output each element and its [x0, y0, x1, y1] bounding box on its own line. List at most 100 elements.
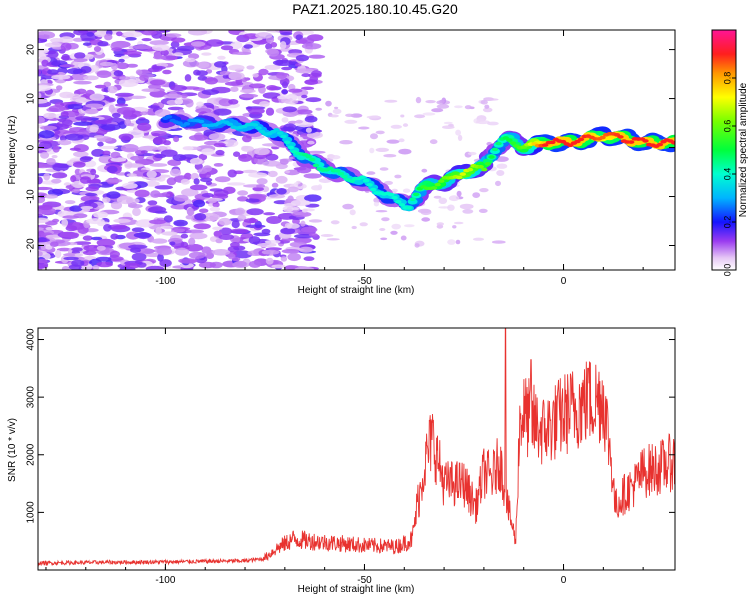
heatmap-noise-blob [156, 146, 168, 151]
heatmap-noise-blob [187, 30, 208, 36]
heatmap-noise-blob [447, 204, 455, 211]
heatmap-noise-blob [266, 85, 278, 91]
heatmap-ridge-blob [327, 166, 334, 170]
heatmap-noise-blob [133, 232, 152, 238]
heatmap-noise-blob [402, 123, 409, 127]
heatmap-noise-blob [472, 237, 485, 241]
heatmap-noise-blob [213, 163, 224, 167]
heatmap-ridge-blob [366, 183, 373, 187]
heatmap-noise-blob [390, 230, 398, 235]
heatmap-noise-blob [267, 48, 280, 57]
heatmap-ridge-blob [481, 167, 488, 172]
heatmap-noise-blob [123, 31, 143, 38]
heatmap-ridge-blob [430, 186, 438, 190]
heatmap-noise-blob [148, 219, 167, 225]
heatmap-noise-blob [189, 184, 208, 191]
heatmap-ridge-blob [348, 179, 355, 183]
snr-xtick-label: -50 [357, 575, 372, 586]
heatmap-noise-blob [95, 256, 112, 262]
heatmap-noise-blob [144, 180, 160, 187]
heatmap-noise-blob [339, 140, 353, 145]
heatmap-noise-blob [276, 72, 287, 79]
heatmap-noise-blob [370, 133, 378, 140]
heatmap-ridge-blob [488, 155, 495, 159]
heatmap-noise-blob [94, 135, 105, 139]
heatmap-ridge-blob [305, 154, 312, 159]
heatmap-noise-blob [96, 245, 106, 251]
heatmap-noise-blob [63, 256, 79, 261]
heatmap-ridge-blob [466, 167, 474, 172]
heatmap-ridge-blob [255, 126, 262, 130]
heatmap-noise-blob [105, 178, 123, 183]
colorbar-tick-label: 0.2 [722, 216, 732, 229]
heatmap-noise-blob [141, 38, 152, 42]
heatmap-noise-blob [307, 140, 315, 145]
heatmap-noise-blob [119, 76, 131, 81]
heatmap-ytick-label: -10 [26, 189, 37, 204]
heatmap-ridge-blob [370, 187, 377, 192]
heatmap-noise-blob [358, 126, 370, 130]
heatmap-noise-blob [51, 178, 62, 184]
snr-ylabel: SNR (10 * v/v) [7, 418, 18, 482]
heatmap-noise-blob [482, 107, 493, 113]
heatmap-noise-blob [201, 52, 212, 56]
heatmap-noise-blob [230, 86, 239, 92]
heatmap-noise-blob [224, 81, 244, 86]
heatmap-noise-blob [70, 175, 77, 183]
heatmap-noise-blob [192, 199, 206, 208]
heatmap-noise-blob [116, 97, 126, 106]
heatmap-noise-blob [287, 252, 302, 262]
heatmap-noise-blob [86, 218, 105, 225]
heatmap-noise-blob [188, 134, 209, 141]
colorbar-label: Normalized spectral amplitude [738, 82, 749, 217]
colorbar-tick-label: 0.6 [722, 120, 732, 133]
colorbar-tick-label: 0.4 [722, 168, 732, 181]
heatmap-noise-blob [97, 41, 109, 47]
heatmap-noise-blob [209, 206, 221, 212]
heatmap-noise-blob [495, 180, 501, 187]
heatmap-noise-blob [366, 115, 380, 119]
heatmap-noise-blob [115, 103, 129, 107]
heatmap-noise-blob [476, 118, 485, 122]
heatmap-noise-blob [252, 73, 259, 78]
heatmap-noise-blob [301, 94, 308, 99]
heatmap-ridge-blob [226, 122, 234, 127]
heatmap-noise-blob [301, 86, 315, 91]
heatmap-noise-blob [181, 188, 199, 197]
heatmap-noise-blob [135, 69, 143, 75]
heatmap-noise-blob [38, 204, 53, 211]
heatmap-noise-blob [213, 108, 232, 116]
heatmap-noise-blob [38, 251, 43, 257]
heatmap-noise-blob [280, 41, 287, 50]
heatmap-noise-blob [197, 168, 208, 174]
heatmap-noise-blob [301, 73, 311, 78]
heatmap-ridge-blob [459, 172, 466, 176]
heatmap-noise-blob [304, 79, 319, 85]
heatmap-noise-blob [287, 195, 294, 203]
heatmap-noise-blob [38, 186, 53, 191]
heatmap-noise-blob [73, 80, 92, 85]
heatmap-noise-blob [150, 190, 161, 198]
heatmap-noise-blob [61, 53, 70, 61]
heatmap-noise-blob [246, 208, 264, 216]
heatmap-noise-blob [231, 257, 241, 262]
heatmap-noise-blob [118, 58, 125, 63]
heatmap-noise-blob [90, 124, 99, 131]
heatmap-noise-blob [305, 97, 322, 103]
heatmap-ridge-blob [309, 157, 316, 162]
heatmap-noise-blob [73, 151, 89, 158]
heatmap-noise-blob [455, 239, 461, 245]
heatmap-noise-blob [287, 226, 292, 229]
heatmap-noise-blob [43, 173, 51, 181]
heatmap-noise-blob [402, 188, 411, 193]
heatmap-noise-blob [431, 108, 444, 113]
heatmap-noise-blob [487, 121, 499, 126]
heatmap-noise-blob [43, 112, 57, 120]
heatmap-noise-blob [199, 208, 209, 214]
heatmap-ridge-blob [287, 145, 294, 150]
heatmap-noise-blob [152, 65, 166, 70]
heatmap-noise-blob [457, 134, 463, 141]
heatmap-noise-blob [248, 236, 261, 245]
heatmap-noise-blob [219, 71, 231, 76]
